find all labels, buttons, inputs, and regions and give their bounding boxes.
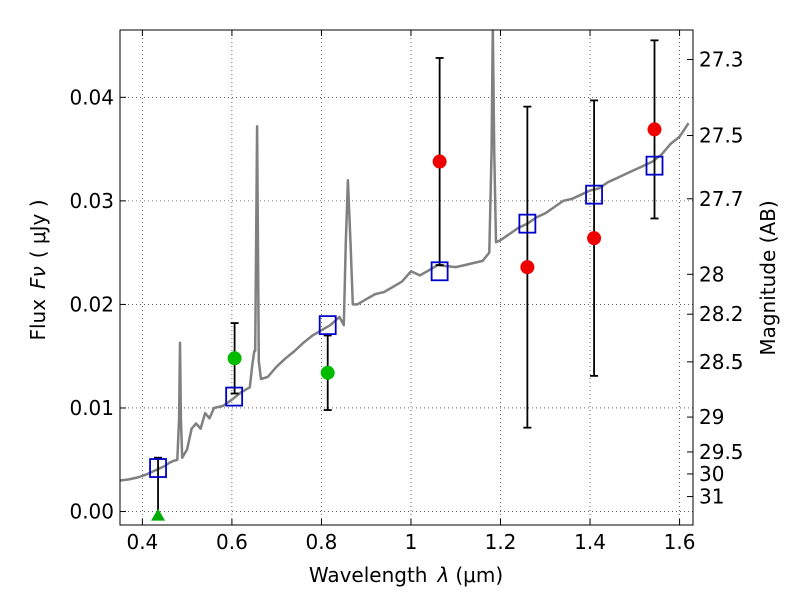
x-tick-label: 1.2: [485, 530, 517, 554]
model-photometry-square: [430, 261, 449, 282]
x-tick-label: 1.6: [664, 530, 696, 554]
model-photometry-square: [518, 213, 537, 234]
x-axis-label-text: Wavelength: [309, 563, 428, 587]
x-axis-label: Wavelength λ (μm): [309, 563, 503, 587]
x-tick-label: 1: [405, 530, 418, 554]
spectrum-layer: [120, 30, 690, 482]
x-tick-label: 0.4: [126, 530, 158, 554]
low-significance-point: [432, 154, 447, 169]
magnitude-tick-label: 29: [699, 405, 724, 429]
x-axis-label-unit: (μm): [455, 563, 503, 587]
magnitude-tick-label: 31: [699, 485, 724, 509]
y-axis-label: Flux Fν ( μJy ): [26, 199, 50, 340]
model-photometry-square: [225, 386, 244, 407]
magnitude-tick-label: 30: [699, 462, 724, 486]
detections-point: [320, 365, 335, 380]
magnitude-tick-label: 27.3: [699, 47, 744, 71]
magnitude-axis-label: Magnitude (AB): [756, 200, 780, 355]
low-significance-point: [520, 260, 535, 275]
detections-point: [227, 351, 242, 366]
spectrum-line: [120, 30, 690, 482]
low-significance-point: [587, 231, 602, 246]
x-tick-label: 0.8: [306, 530, 338, 554]
y-tick-label: 0.04: [69, 85, 114, 109]
magnitude-tick-label: 28: [699, 262, 724, 286]
ticks-layer: 0.4 0.6 0.8 1 1.2 1.4 1.6 0.00 0.01 0.02 0.03 0.04 2…: [69, 30, 744, 554]
x-tick-label: 0.6: [216, 530, 248, 554]
model-photometry-square: [149, 458, 167, 478]
y-tick-label: 0.03: [69, 189, 114, 213]
model-photometry-square: [645, 155, 664, 176]
magnitude-tick-label: 27.5: [699, 124, 744, 148]
y-tick-label: 0.01: [69, 396, 114, 420]
magnitude-tick-label: 28.2: [699, 302, 744, 326]
x-tick-label: 1.4: [574, 530, 606, 554]
non-detection-triangle: [151, 508, 166, 521]
model-photometry-square: [585, 184, 603, 205]
y-tick-label: 0.00: [69, 500, 114, 524]
y-axis-label-unit: ( μJy ): [26, 199, 50, 258]
magnitude-tick-label: 28.5: [699, 350, 744, 374]
x-axis-label-symbol: λ: [437, 563, 450, 587]
plot-frame: [119, 29, 694, 526]
low-significance-point: [647, 122, 662, 137]
y-axis-label-symbol: Fν: [26, 266, 50, 289]
markers-layer: [149, 122, 664, 521]
magnitude-tick-label: 27.7: [699, 187, 744, 211]
y-tick-label: 0.02: [69, 292, 114, 316]
y-axis-label-text: Flux: [26, 299, 50, 341]
grid: [120, 30, 693, 525]
magnitude-tick-label: 29.5: [699, 440, 744, 464]
model-photometry-square: [318, 315, 337, 336]
